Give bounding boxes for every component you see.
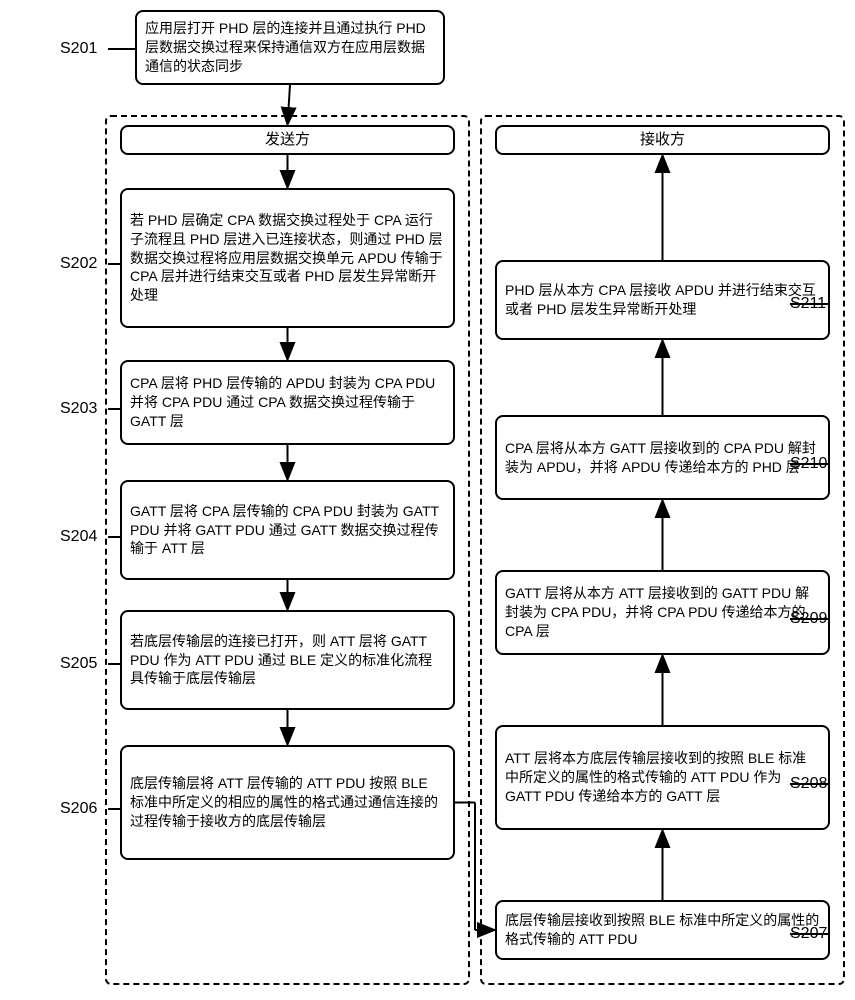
node-receiver-header: 接收方 <box>495 125 830 155</box>
node-n203: CPA 层将 PHD 层传输的 APDU 封装为 CPA PDU 并将 CPA … <box>120 360 455 445</box>
receiver-region <box>480 115 845 985</box>
step-label-S203: S203 <box>60 400 97 418</box>
node-n206: 底层传输层将 ATT 层传输的 ATT PDU 按照 BLE 标准中所定义的相应… <box>120 745 455 860</box>
node-n202: 若 PHD 层确定 CPA 数据交换过程处于 CPA 运行子流程且 PHD 层进… <box>120 188 455 328</box>
node-sender-header: 发送方 <box>120 125 455 155</box>
node-n204: GATT 层将 CPA 层传输的 CPA PDU 封装为 GATT PDU 并将… <box>120 480 455 580</box>
node-n205: 若底层传输层的连接已打开，则 ATT 层将 GATT PDU 作为 ATT PD… <box>120 610 455 710</box>
step-label-S207: S207 <box>790 925 827 943</box>
node-n208: ATT 层将本方底层传输层接收到的按照 BLE 标准中所定义的属性的格式传输的 … <box>495 725 830 830</box>
node-n209: GATT 层将从本方 ATT 层接收到的 GATT PDU 解封装为 CPA P… <box>495 570 830 655</box>
step-label-S210: S210 <box>790 455 827 473</box>
step-label-S211: S211 <box>790 295 826 313</box>
step-label-S205: S205 <box>60 655 97 673</box>
step-label-S201: S201 <box>60 40 97 58</box>
step-label-S206: S206 <box>60 800 97 818</box>
step-label-S208: S208 <box>790 775 827 793</box>
step-label-S204: S204 <box>60 528 97 546</box>
node-n210: CPA 层将从本方 GATT 层接收到的 CPA PDU 解封装为 APDU，并… <box>495 415 830 500</box>
node-n207: 底层传输层接收到按照 BLE 标准中所定义的属性的格式传输的 ATT PDU <box>495 900 830 960</box>
node-n201: 应用层打开 PHD 层的连接并且通过执行 PHD 层数据交换过程来保持通信双方在… <box>135 10 445 85</box>
node-n211: PHD 层从本方 CPA 层接收 APDU 并进行结束交互或者 PHD 层发生异… <box>495 260 830 340</box>
flowchart-canvas: 应用层打开 PHD 层的连接并且通过执行 PHD 层数据交换过程来保持通信双方在… <box>0 0 855 1000</box>
step-label-S202: S202 <box>60 255 97 273</box>
step-label-S209: S209 <box>790 610 827 628</box>
